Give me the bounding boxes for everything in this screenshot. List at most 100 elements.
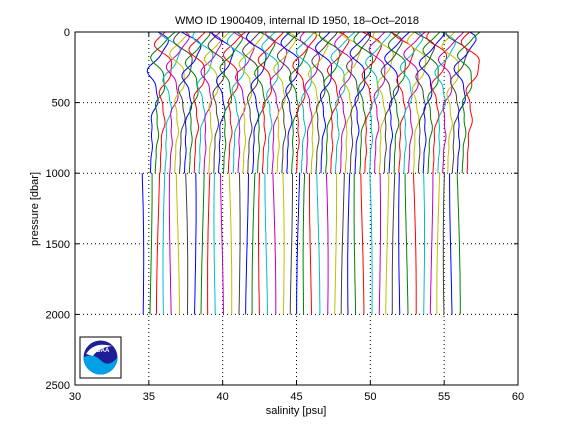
profile-line-deep	[213, 173, 216, 315]
profile-line-deep	[378, 173, 381, 315]
profile-line-upper	[261, 31, 279, 174]
profile-line-deep	[185, 173, 189, 315]
profile-line-upper	[146, 31, 170, 174]
profile-line-upper	[338, 31, 362, 174]
profile-line-upper	[426, 31, 447, 174]
x-tick-label: 30	[69, 391, 81, 403]
profile-line-upper	[153, 31, 173, 174]
profile-line-deep	[309, 173, 313, 315]
profile-line-upper	[200, 31, 223, 174]
profile-line-deep	[149, 173, 153, 315]
profile-line-upper	[285, 31, 309, 174]
grid	[75, 32, 518, 385]
y-tick-label: 1500	[46, 239, 70, 251]
profile-line-deep	[413, 173, 417, 315]
profile-line-upper	[192, 31, 214, 174]
profile-line-upper	[434, 31, 456, 174]
profile-line-upper	[184, 31, 211, 174]
profile-line-upper	[314, 31, 333, 174]
profile-line-deep	[340, 173, 345, 315]
y-tick-label: 2000	[46, 309, 70, 321]
x-tick-label: 35	[143, 391, 155, 403]
profile-line-upper	[422, 31, 441, 174]
profile-line-deep	[289, 173, 294, 315]
profile-line-upper	[233, 31, 255, 174]
y-tick-label: 500	[52, 98, 70, 110]
profile-line-upper	[399, 31, 424, 174]
x-tick-label: 50	[364, 391, 376, 403]
profile-line-upper	[254, 31, 276, 174]
logo-text: NOAA	[92, 348, 110, 354]
profile-line-deep	[456, 173, 461, 315]
y-axis-title: pressure [dbar]	[29, 172, 41, 246]
profile-line-deep	[334, 173, 337, 315]
profile-line-deep	[141, 173, 145, 315]
logo-gull	[86, 344, 112, 356]
profile-line-deep	[360, 173, 365, 315]
profile-line-deep	[175, 173, 180, 315]
profile-line-deep	[194, 173, 197, 315]
profile-line-upper	[453, 31, 477, 174]
profile-line-deep	[353, 173, 357, 315]
profile-line-upper	[441, 31, 460, 174]
profile-line-deep	[347, 173, 351, 315]
profile-line-upper	[276, 31, 301, 174]
profile-line-upper	[361, 31, 383, 174]
profile-line-upper	[460, 31, 480, 174]
profile-line-upper	[295, 31, 316, 174]
profile-line-upper	[368, 31, 386, 174]
profile-line-upper	[414, 31, 436, 174]
profile-line-upper	[330, 31, 356, 174]
y-tick-label: 1000	[46, 168, 70, 180]
profile-line-upper	[226, 31, 247, 174]
profile-line-deep	[296, 173, 301, 315]
profile-line-upper	[245, 31, 267, 174]
profile-line-upper	[365, 31, 392, 174]
profile-line-deep	[162, 173, 166, 315]
logo-wave	[83, 355, 118, 375]
profile-line-deep	[207, 173, 211, 315]
profile-line-upper	[280, 31, 300, 174]
x-axis-title: salinity [psu]	[266, 405, 327, 417]
profile-line-upper	[219, 31, 244, 174]
profile-line-upper	[445, 31, 468, 174]
profile-line-upper	[353, 31, 374, 174]
profile-line-deep	[369, 173, 373, 315]
profile-line-upper	[207, 31, 226, 174]
profile-line-deep	[449, 173, 453, 315]
profile-line-upper	[345, 31, 371, 174]
profile-line-deep	[436, 173, 441, 315]
profile-line-upper	[406, 31, 427, 174]
x-tick-label: 60	[512, 391, 524, 403]
profile-line-deep	[423, 173, 425, 315]
profile-line-upper	[169, 31, 191, 174]
profiles	[141, 31, 481, 315]
chart-title: WMO ID 1900409, internal ID 1950, 18–Oct…	[175, 15, 419, 27]
profile-line-deep	[302, 173, 306, 315]
profile-line-upper	[222, 31, 246, 174]
profile-line-upper	[334, 31, 353, 174]
profile-line-deep	[404, 173, 409, 315]
profile-line-upper	[211, 31, 235, 174]
profile-line-upper	[456, 31, 481, 174]
profile-line-upper	[403, 31, 426, 174]
profile-line-deep	[398, 173, 401, 315]
profile-line-deep	[258, 173, 260, 315]
profile-line-deep	[228, 173, 233, 315]
profile-line-upper	[181, 31, 202, 174]
profile-line-upper	[391, 31, 415, 174]
x-tick-label: 55	[438, 391, 450, 403]
profile-line-deep	[220, 173, 224, 315]
profile-line-upper	[380, 31, 403, 174]
profile-line-upper	[242, 31, 261, 174]
y-tick-label: 0	[64, 27, 70, 39]
y-tick-label: 2500	[46, 380, 70, 392]
profile-line-deep	[385, 173, 390, 315]
profile-line-deep	[316, 173, 321, 315]
profile-line-deep	[391, 173, 396, 315]
profile-line-deep	[238, 173, 241, 315]
profile-line-upper	[150, 31, 176, 174]
profile-line-deep	[168, 173, 172, 315]
profile-line-upper	[349, 31, 371, 174]
